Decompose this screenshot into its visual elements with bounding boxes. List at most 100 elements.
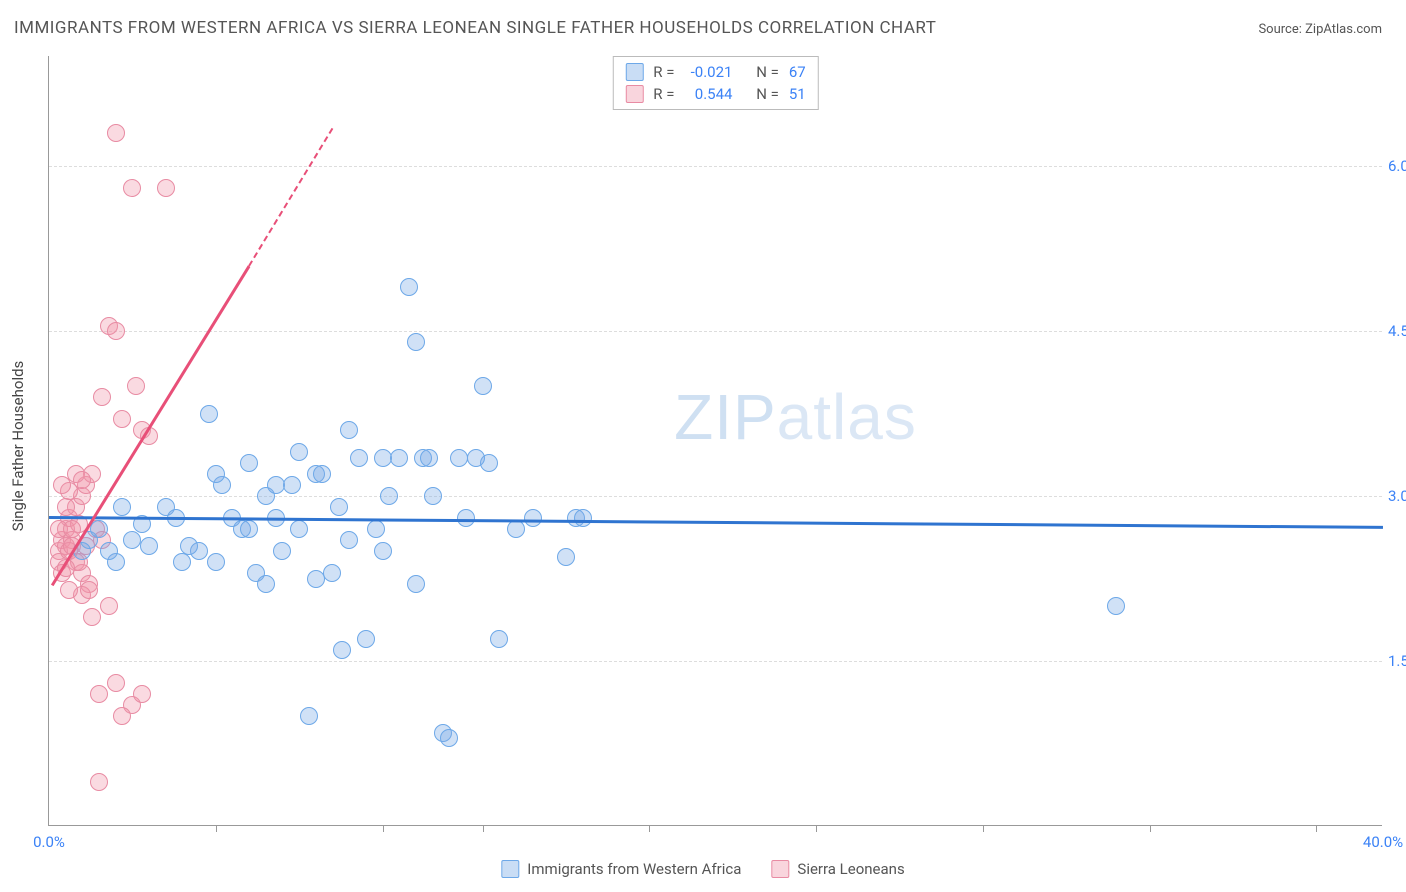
data-point-blue [273,542,291,560]
y-tick-label: 1.5% [1388,652,1406,670]
data-point-blue [240,520,258,538]
y-tick-label: 3.0% [1388,487,1406,505]
data-point-blue [507,520,525,538]
y-axis-label: Single Father Households [9,361,27,532]
r-label: R = [653,83,674,105]
y-tick-label: 6.0% [1388,157,1406,175]
data-point-blue [400,278,418,296]
watermark-light: atlas [777,381,917,453]
data-point-blue [467,449,485,467]
watermark: ZIPatlas [674,380,917,454]
source-label: Source: [1258,22,1301,37]
data-point-blue [1107,597,1125,615]
swatch-blue-icon [501,860,519,878]
data-point-blue [357,630,375,648]
watermark-bold: ZIP [674,381,777,453]
gridline [49,166,1382,167]
data-point-pink [123,179,141,197]
data-point-blue [330,498,348,516]
swatch-blue-icon [625,63,643,81]
data-point-pink [113,410,131,428]
scatter-plot: ZIPatlas R = -0.021 N = 67 R = 0.544 N =… [48,56,1382,826]
data-point-pink [133,685,151,703]
x-minor-tick [1150,825,1151,832]
x-minor-tick [216,825,217,832]
data-point-blue [490,630,508,648]
data-point-blue [440,729,458,747]
data-point-blue [300,707,318,725]
source-credit: Source: ZipAtlas.com [1258,22,1382,37]
data-point-blue [574,509,592,527]
legend-label-blue: Immigrants from Western Africa [527,860,741,878]
data-point-pink [107,124,125,142]
data-point-blue [290,520,308,538]
data-point-pink [60,581,78,599]
data-point-blue [407,575,425,593]
data-point-blue [474,377,492,395]
data-point-blue [407,333,425,351]
legend-item-pink: Sierra Leoneans [771,860,904,878]
legend-row-pink: R = 0.544 N = 51 [625,83,805,105]
data-point-blue [367,520,385,538]
r-value-blue: -0.021 [684,61,732,83]
data-point-blue [350,449,368,467]
data-point-blue [257,575,275,593]
data-point-pink [63,520,81,538]
data-point-pink [127,377,145,395]
correlation-legend: R = -0.021 N = 67 R = 0.544 N = 51 [612,56,818,110]
x-tick-label: 40.0% [1363,833,1403,851]
chart-title: IMMIGRANTS FROM WESTERN AFRICA VS SIERRA… [14,18,936,38]
data-point-blue [113,498,131,516]
gridline [49,496,1382,497]
data-point-blue [374,542,392,560]
legend-row-blue: R = -0.021 N = 67 [625,61,805,83]
x-minor-tick [816,825,817,832]
data-point-blue [340,421,358,439]
data-point-blue [457,509,475,527]
data-point-blue [420,449,438,467]
n-value-blue: 67 [789,61,806,83]
swatch-pink-icon [625,85,643,103]
data-point-pink [57,498,75,516]
data-point-blue [290,443,308,461]
x-minor-tick [649,825,650,832]
data-point-blue [173,553,191,571]
data-point-pink [107,674,125,692]
n-label: N = [756,61,779,83]
data-point-blue [323,564,341,582]
legend-item-blue: Immigrants from Western Africa [501,860,741,878]
n-label: N = [756,83,779,105]
data-point-blue [267,476,285,494]
data-point-blue [123,531,141,549]
series-legend: Immigrants from Western Africa Sierra Le… [501,860,904,878]
data-point-pink [100,597,118,615]
data-point-blue [450,449,468,467]
data-point-blue [200,405,218,423]
n-value-pink: 51 [789,83,806,105]
data-point-blue [207,553,225,571]
data-point-pink [107,322,125,340]
legend-label-pink: Sierra Leoneans [797,860,904,878]
gridline [49,331,1382,332]
data-point-blue [313,465,331,483]
data-point-blue [374,449,392,467]
y-tick-label: 4.5% [1388,322,1406,340]
data-point-blue [333,641,351,659]
data-point-blue [557,548,575,566]
x-minor-tick [383,825,384,832]
data-point-blue [180,537,198,555]
data-point-blue [307,570,325,588]
x-minor-tick [483,825,484,832]
data-point-pink [93,388,111,406]
data-point-blue [100,542,118,560]
gridline [49,661,1382,662]
data-point-blue [390,449,408,467]
data-point-blue [207,465,225,483]
data-point-pink [73,471,91,489]
source-link[interactable]: ZipAtlas.com [1305,22,1382,37]
data-point-blue [283,476,301,494]
data-point-pink [80,581,98,599]
data-point-pink [157,179,175,197]
swatch-pink-icon [771,860,789,878]
data-point-blue [424,487,442,505]
